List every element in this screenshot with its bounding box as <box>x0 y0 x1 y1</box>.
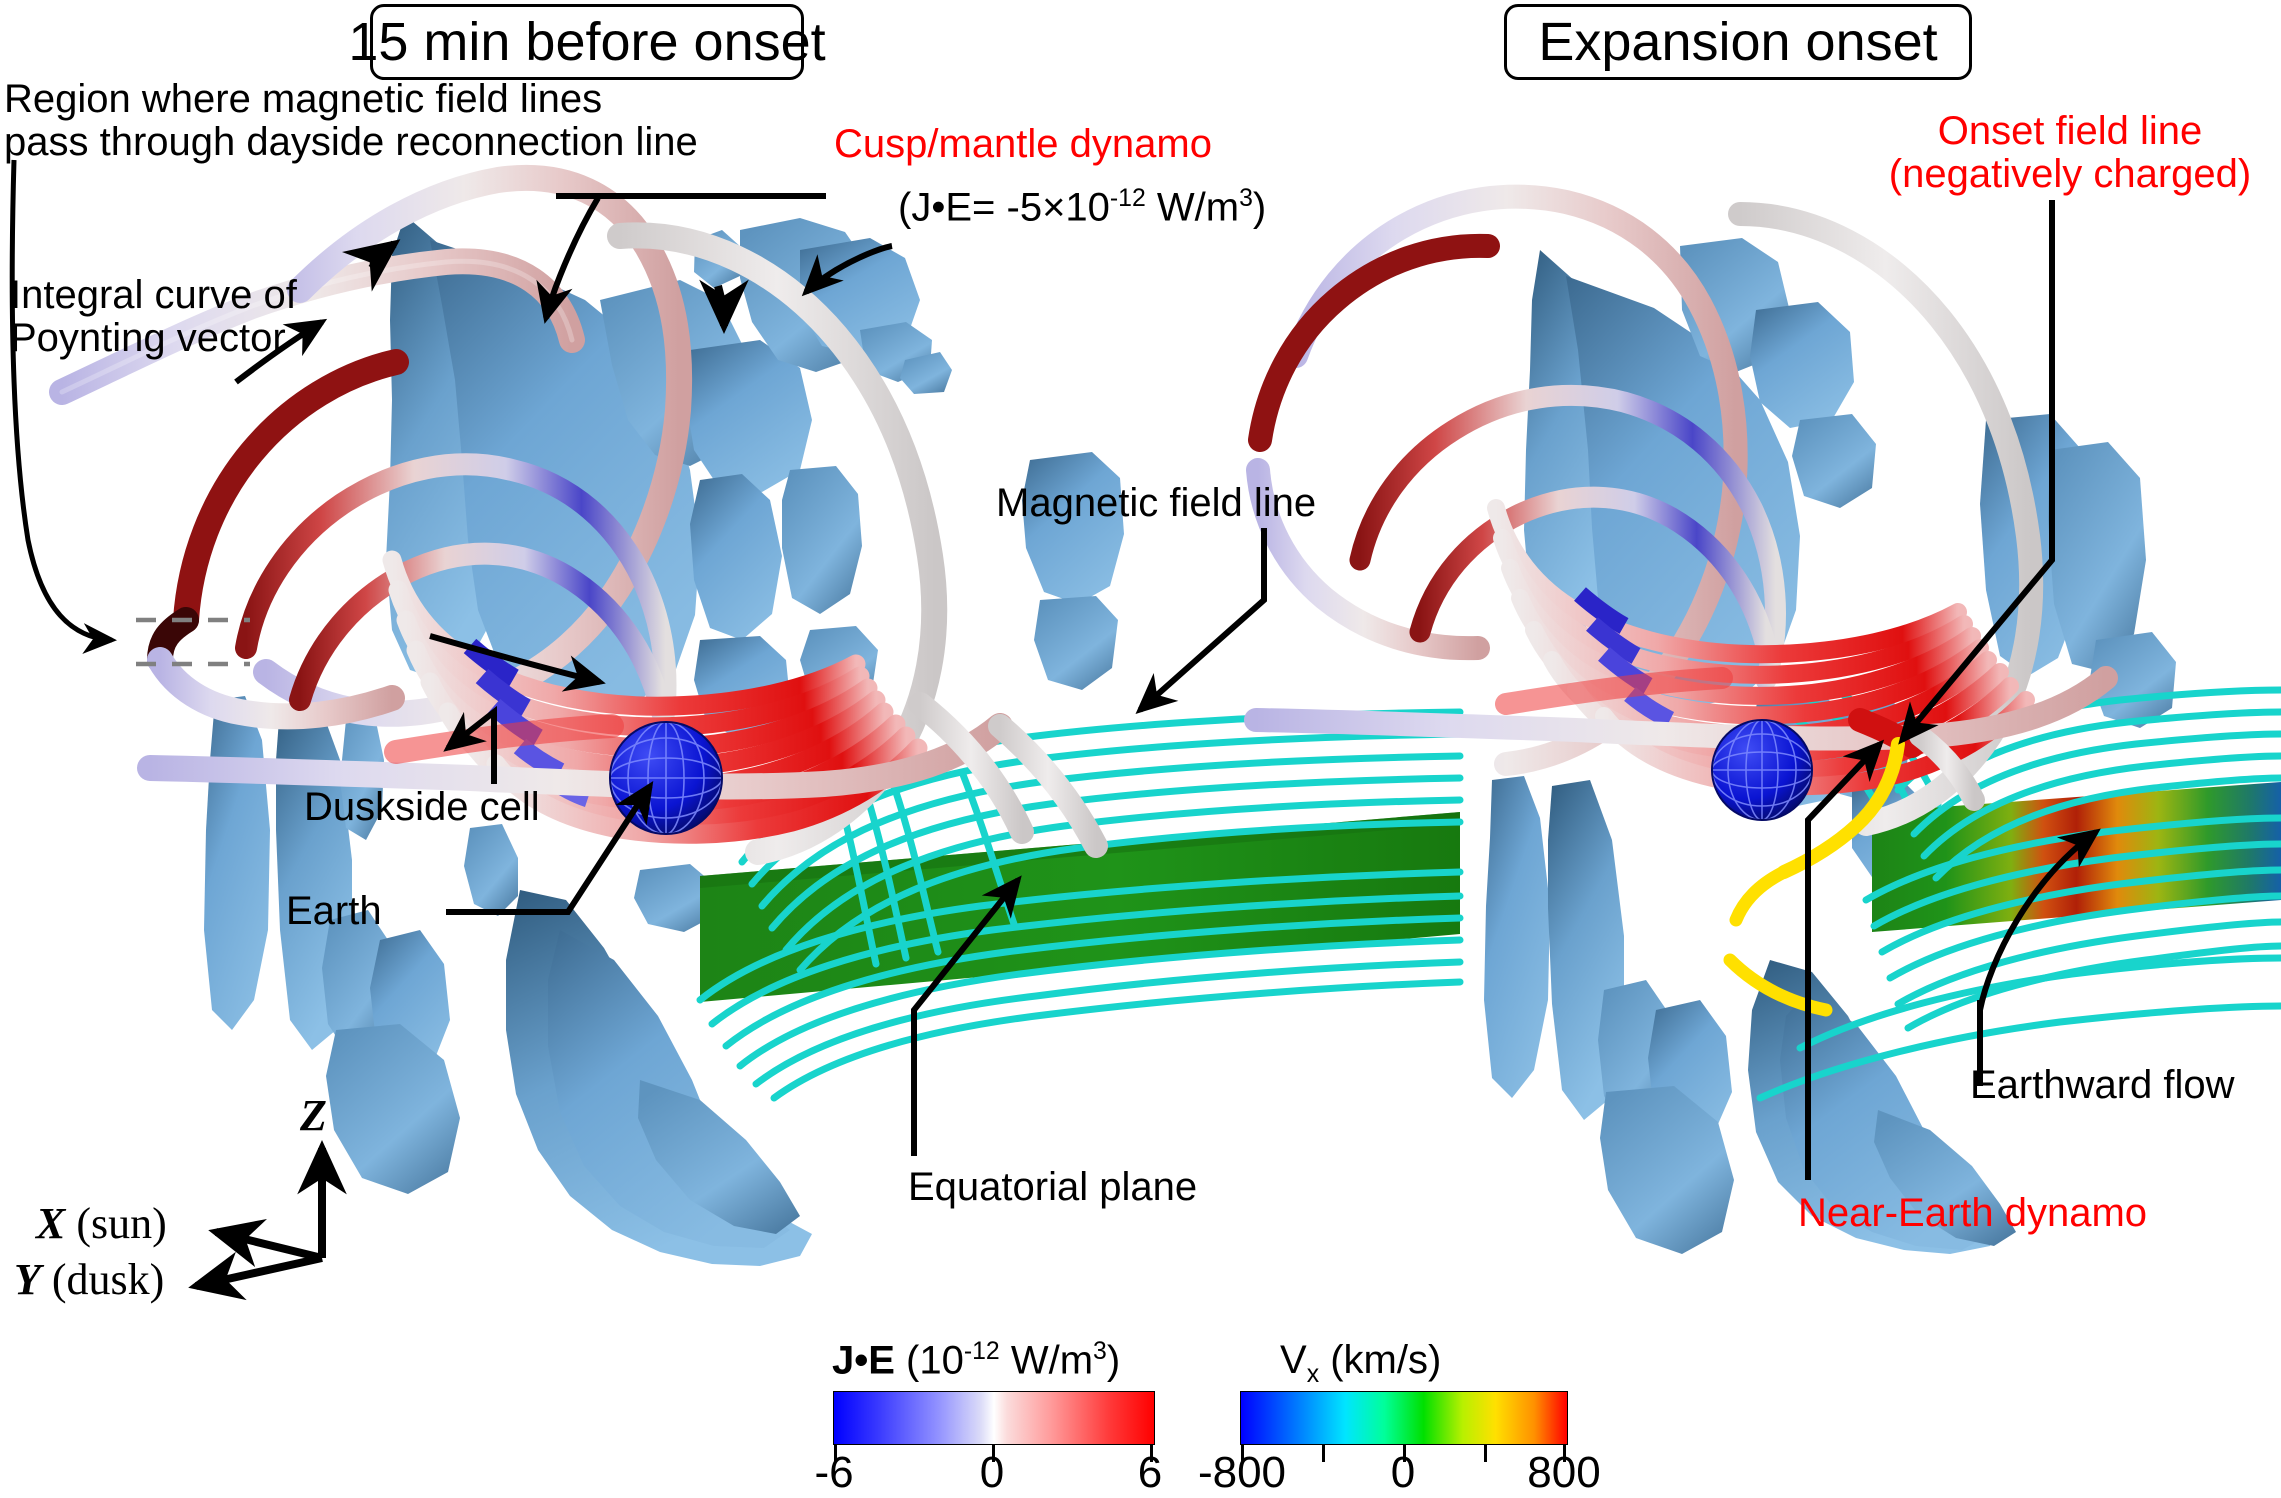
colorbar-vx-gradient <box>1240 1391 1568 1445</box>
leader-integral-curve <box>234 318 328 385</box>
colorbar-vx-tick-min <box>1241 1444 1244 1462</box>
isosurface-blob <box>326 1024 460 1194</box>
leader-region-dayside <box>9 159 117 655</box>
leader-tube-small <box>342 239 401 292</box>
leader-je-value <box>801 243 893 297</box>
label-earthward-flow: Earthward flow <box>1970 1063 2235 1107</box>
y-axis-arrow <box>188 1251 323 1301</box>
isosurface-blob <box>690 474 782 640</box>
label-equatorial-plane: Equatorial plane <box>908 1165 1198 1209</box>
isosurface-blob <box>634 864 716 932</box>
x-axis-arrow <box>208 1218 323 1268</box>
label-cusp-mantle-dynamo: Cusp/mantle dynamo <box>834 122 1212 166</box>
label-region-dayside: Region where magnetic field lines pass t… <box>4 77 698 165</box>
isosurface-blob <box>1874 1110 2016 1246</box>
axis-label-x: X (sun) <box>36 1199 167 1248</box>
leader-equatorial-plane <box>911 875 1022 1156</box>
isosurface-blob <box>1792 414 1876 508</box>
leader-onset-field-line <box>1898 200 2055 745</box>
colorbar-je-tick-mid <box>992 1444 995 1462</box>
left-panel-scene <box>49 164 1464 1266</box>
leader-earthward-flow-arrow <box>1977 828 2101 1011</box>
isosurface-blob <box>686 340 812 492</box>
leader-duskside-cell <box>443 705 497 784</box>
colorbar-vx-title: Vx (km/s) <box>1280 1338 1442 1388</box>
onset-field-line <box>1729 865 1791 927</box>
leader-near-earth-dynamo <box>1805 739 1885 1180</box>
colorbar-je-label-min: -6 <box>814 1448 854 1497</box>
axes-triad-arrows <box>188 1140 347 1301</box>
colorbar-vx-tick-mid <box>1403 1444 1406 1462</box>
colorbar-je-tick-max <box>1150 1444 1153 1462</box>
isosurface-blob <box>782 466 862 614</box>
isosurface-blob <box>464 824 518 916</box>
axis-label-z: Z <box>300 1091 327 1140</box>
leader-duskside-cell-2 <box>429 633 606 692</box>
isosurface-blob <box>1484 776 1550 1098</box>
panel-title-left: 15 min before onset <box>348 4 826 80</box>
annotation-leaders <box>9 159 2101 1301</box>
label-magnetic-field-line: Magnetic field line <box>996 481 1317 525</box>
isosurface-blob <box>1034 596 1118 690</box>
leader-magnetic-field-line <box>1135 528 1267 714</box>
leader-earth <box>446 780 654 915</box>
colorbar-vx-tick-q1 <box>1322 1444 1325 1462</box>
label-duskside-cell: Duskside cell <box>304 785 540 829</box>
isosurface-blob <box>2048 442 2146 672</box>
colorbar-je-title: J•E (10-12 W/m3) <box>832 1338 1121 1383</box>
isosurface-blob <box>638 1080 800 1234</box>
isosurface-blob <box>1022 452 1124 604</box>
onset-field-line <box>1723 953 1833 1017</box>
isosurface-blob <box>1750 302 1854 428</box>
onset-field-line <box>1777 737 1905 879</box>
label-integral-curve: Integral curve of Poynting vector <box>10 273 297 361</box>
axis-label-y: Y (dusk) <box>14 1255 165 1304</box>
colorbar-vx-label-mid: 0 <box>1390 1448 1416 1497</box>
panel-title-right: Expansion onset <box>1504 4 1972 80</box>
isosurface-blob <box>900 352 952 394</box>
dashed-marker <box>136 617 250 667</box>
label-earth: Earth <box>286 889 382 933</box>
earth-sphere-right <box>1711 719 1813 821</box>
label-je-value: (J•E= -5×10-12 W/m3) <box>898 185 1267 230</box>
isosurface-blob <box>204 696 270 1030</box>
colorbar-vx-label-min: -800 <box>1197 1448 1287 1497</box>
leader-cusp-mantle-arrow <box>536 196 601 324</box>
leader-wing-small <box>699 279 749 334</box>
label-onset-field-line: Onset field line (negatively charged) <box>1888 109 2252 197</box>
colorbar-je-label-max: 6 <box>1137 1448 1163 1497</box>
colorbar-vx-tick-q3 <box>1484 1444 1487 1462</box>
colorbar-vx-tick-max <box>1563 1444 1566 1462</box>
right-panel-scene <box>1244 184 2281 1254</box>
colorbar-je-tick-min <box>834 1444 837 1462</box>
isosurface-blob <box>1600 1086 1734 1254</box>
colorbar-je-label-mid: 0 <box>979 1448 1005 1497</box>
colorbar-je-gradient <box>833 1391 1155 1445</box>
label-near-earth-dynamo: Near-Earth dynamo <box>1798 1191 2148 1235</box>
colorbar-vx-label-max: 800 <box>1527 1448 1601 1497</box>
